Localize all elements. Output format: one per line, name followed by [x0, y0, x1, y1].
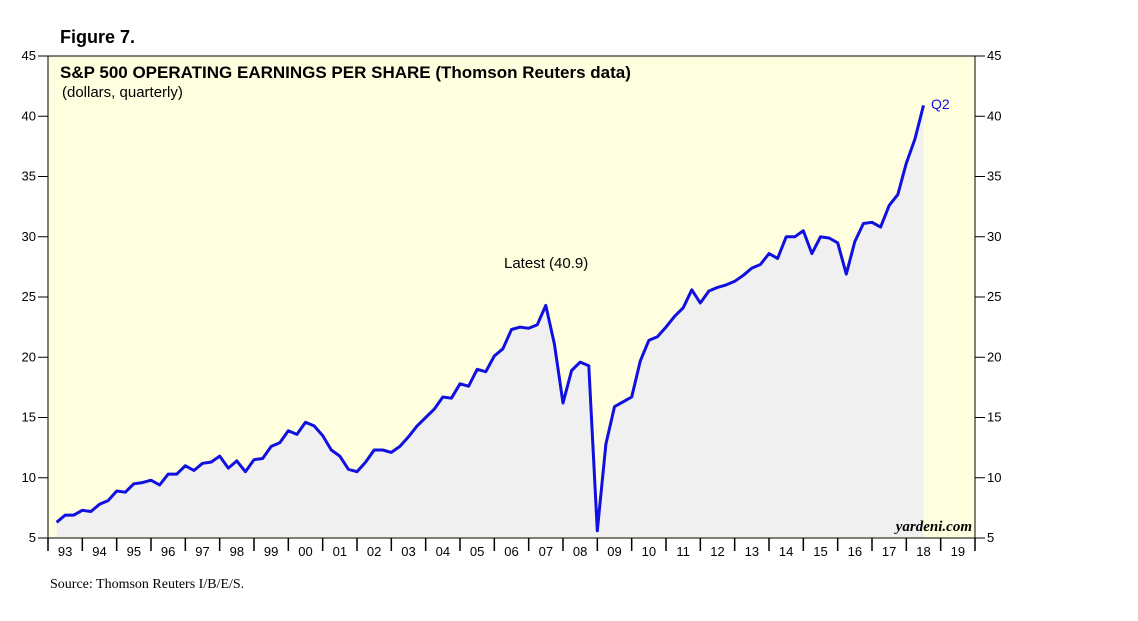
watermark: yardeni.com — [894, 519, 972, 535]
y-tick-label-right: 45 — [987, 48, 1001, 63]
x-tick-label: 03 — [401, 544, 415, 559]
y-tick-label-right: 10 — [987, 470, 1001, 485]
y-tick-label-right: 20 — [987, 349, 1001, 364]
x-tick-label: 02 — [367, 544, 381, 559]
y-tick-label-left: 35 — [22, 169, 36, 184]
y-tick-label-left: 30 — [22, 229, 36, 244]
y-tick-label-right: 40 — [987, 108, 1001, 123]
x-tick-label: 01 — [333, 544, 347, 559]
x-tick-label: 07 — [539, 544, 553, 559]
x-tick-label: 08 — [573, 544, 587, 559]
y-tick-label-left: 20 — [22, 349, 36, 364]
y-tick-label-right: 35 — [987, 169, 1001, 184]
y-tick-label-left: 40 — [22, 108, 36, 123]
x-tick-label: 99 — [264, 544, 278, 559]
y-tick-label-right: 15 — [987, 410, 1001, 425]
chart-title: S&P 500 OPERATING EARNINGS PER SHARE (Th… — [60, 63, 631, 82]
x-tick-label: 06 — [504, 544, 518, 559]
x-tick-label: 19 — [951, 544, 965, 559]
x-tick-label: 16 — [848, 544, 862, 559]
x-tick-label: 15 — [813, 544, 827, 559]
x-tick-label: 04 — [436, 544, 450, 559]
x-tick-label: 10 — [642, 544, 656, 559]
x-tick-label: 93 — [58, 544, 72, 559]
x-tick-label: 98 — [230, 544, 244, 559]
y-tick-label-left: 10 — [22, 470, 36, 485]
series-area — [56, 105, 924, 538]
x-tick-label: 96 — [161, 544, 175, 559]
x-tick-label: 17 — [882, 544, 896, 559]
y-tick-label-left: 15 — [22, 410, 36, 425]
latest-annotation: Latest (40.9) — [504, 255, 588, 272]
x-tick-label: 09 — [607, 544, 621, 559]
y-tick-label-right: 25 — [987, 289, 1001, 304]
q2-label: Q2 — [931, 96, 950, 112]
figure-label: Figure 7. — [60, 27, 136, 47]
x-tick-label: 13 — [745, 544, 759, 559]
series-line — [55, 105, 925, 533]
x-tick-label: 14 — [779, 544, 793, 559]
y-tick-label-right: 5 — [987, 530, 994, 545]
x-tick-label: 12 — [710, 544, 724, 559]
x-tick-label: 94 — [92, 544, 106, 559]
x-tick-label: 97 — [195, 544, 209, 559]
x-tick-label: 18 — [916, 544, 930, 559]
x-tick-label: 00 — [298, 544, 312, 559]
y-tick-label-left: 5 — [29, 530, 36, 545]
x-tick-label: 95 — [127, 544, 141, 559]
source-note: Source: Thomson Reuters I/B/E/S. — [50, 577, 245, 592]
x-tick-label: 05 — [470, 544, 484, 559]
y-tick-label-left: 25 — [22, 289, 36, 304]
y-tick-label-right: 30 — [987, 229, 1001, 244]
chart-subtitle: (dollars, quarterly) — [62, 84, 183, 101]
x-tick-label: 11 — [676, 544, 690, 559]
y-tick-label-left: 45 — [22, 48, 36, 63]
